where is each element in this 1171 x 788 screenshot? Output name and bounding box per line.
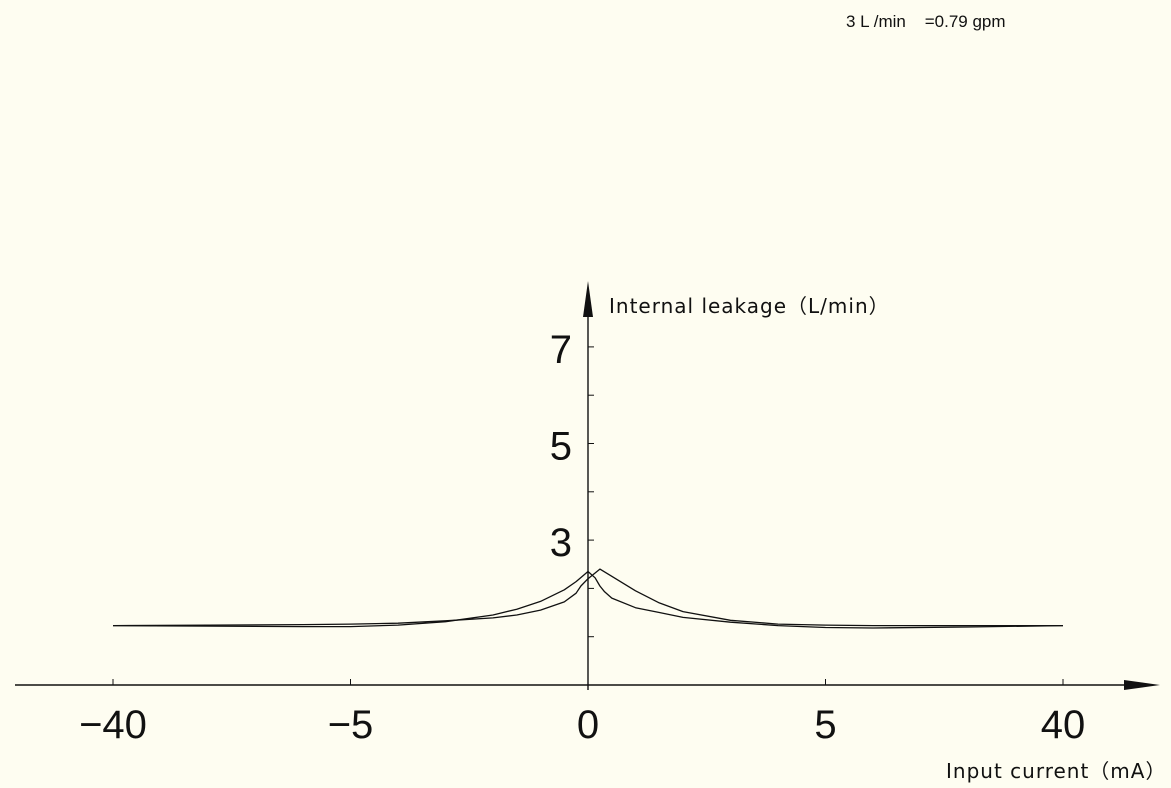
x-tick-label: 40 [1041, 703, 1086, 747]
series-line-1 [112, 570, 1064, 629]
x-tick-label: 0 [577, 703, 599, 747]
y-axis-arrow [583, 281, 593, 317]
y-tick-label: 7 [550, 328, 572, 372]
y-tick-label: 3 [550, 521, 572, 565]
x-tick-label: 5 [814, 703, 836, 747]
x-axis-arrow [1124, 680, 1160, 690]
y-tick-label: 5 [550, 425, 572, 469]
y-axis-ticks: 3 5 7 [550, 328, 594, 638]
x-tick-label: −5 [328, 703, 374, 747]
series-line-2 [112, 568, 1063, 627]
y-axis-label: Internal leakage（L/min） [609, 294, 890, 318]
flow-conversion-note: 3 L /min =0.79 gpm [846, 12, 1006, 31]
x-axis-ticks: −40 −5 0 5 40 [79, 679, 1085, 747]
chart-axes [15, 281, 1160, 690]
chart-series [112, 568, 1064, 629]
x-tick-label: −40 [79, 703, 147, 747]
x-axis-label: Input current（mA） [946, 759, 1166, 783]
